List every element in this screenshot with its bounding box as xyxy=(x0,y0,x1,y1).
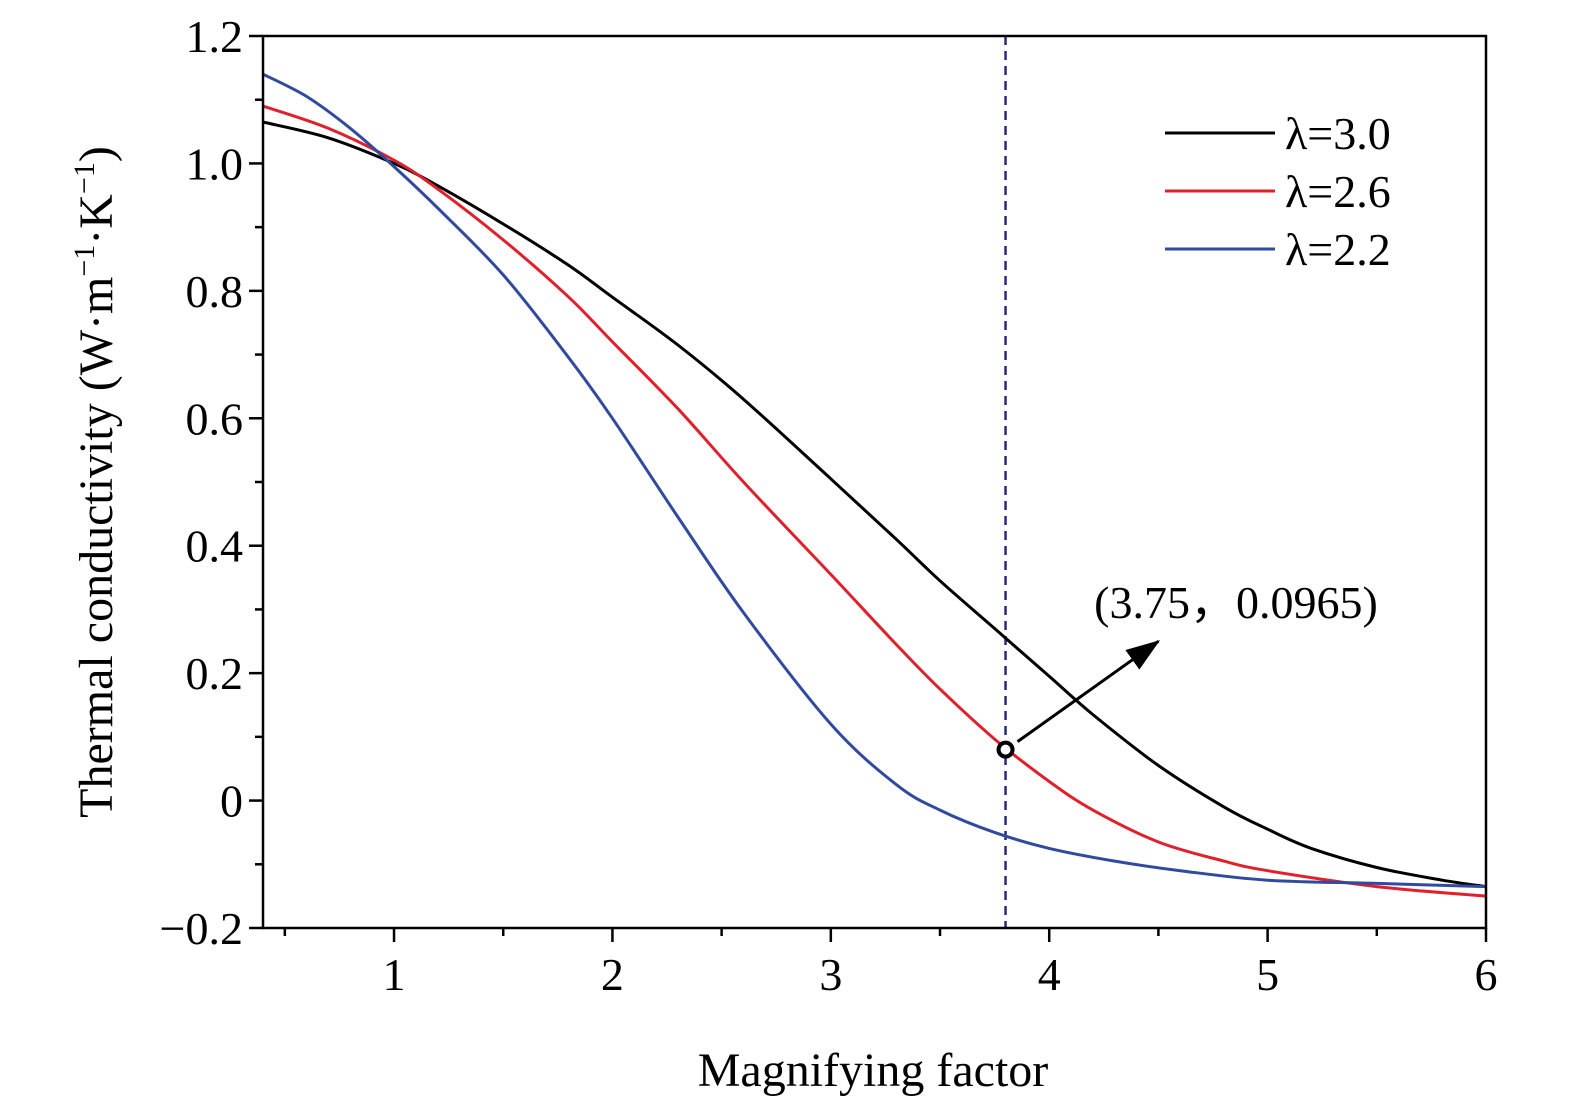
x-tick-label: 2 xyxy=(601,949,624,1000)
annotation: (3.75，0.0965) xyxy=(996,577,1378,759)
x-tick-label: 6 xyxy=(1475,949,1498,1000)
y-axis-title-main: Thermal conductivity (W·m xyxy=(70,277,123,818)
x-tick-label: 5 xyxy=(1256,949,1279,1000)
x-axis-title: Magnifying factor xyxy=(698,1044,1049,1097)
y-axis-title: Thermal conductivity (W·m−1·K−1) xyxy=(68,146,123,818)
y-tick-label: 0.8 xyxy=(186,266,244,317)
x-tick-label: 3 xyxy=(819,949,842,1000)
y-tick-label: 0.4 xyxy=(186,521,244,572)
annotation-arrow xyxy=(1016,640,1161,743)
y-tick-label: 1.2 xyxy=(186,11,244,62)
annotation-label: (3.75，0.0965) xyxy=(1094,577,1378,628)
series-layer xyxy=(262,72,1487,898)
series-line-1 xyxy=(262,104,1487,898)
y-tick-label: 0 xyxy=(220,776,243,827)
y-axis-title-end: ) xyxy=(70,146,123,162)
axes-layer: 1 2 3 4 5 6 −0.2 0 0.2 0.4 0.6 0.8 1.0 1.2 xyxy=(160,11,1498,1000)
y-axis-title-sup1: −1 xyxy=(68,245,101,277)
y-tick-label: 1.0 xyxy=(186,138,244,189)
legend-label-0: λ=3.0 xyxy=(1285,108,1391,159)
legend-label-2: λ=2.2 xyxy=(1285,224,1391,275)
x-tick-label: 1 xyxy=(383,949,406,1000)
annotation-point-marker xyxy=(996,740,1015,759)
legend: λ=3.0 λ=2.6 λ=2.2 xyxy=(1165,108,1391,275)
y-axis-title-mid: ·K xyxy=(70,194,123,245)
y-axis-title-sup2: −1 xyxy=(68,162,101,194)
y-tick-label: 0.6 xyxy=(186,393,244,444)
legend-label-1: λ=2.6 xyxy=(1285,166,1391,217)
y-tick-label: 0.2 xyxy=(186,648,244,699)
x-tick-label: 4 xyxy=(1038,949,1061,1000)
y-tick-label: −0.2 xyxy=(160,903,243,954)
series-line-2 xyxy=(262,72,1487,889)
series-line-0 xyxy=(262,120,1487,889)
